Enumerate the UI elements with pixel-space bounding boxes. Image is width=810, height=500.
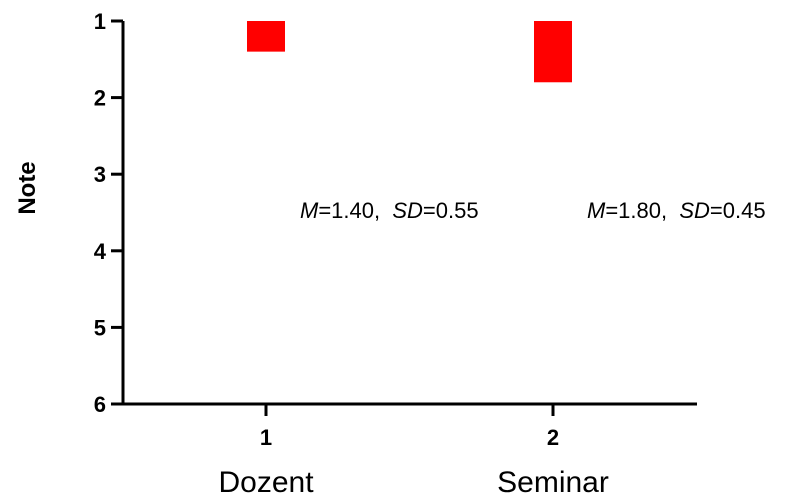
y-axis-label: Note [14,161,41,214]
bar-dozent [247,21,285,52]
category-label: Seminar [497,466,609,499]
y-tick-label: 5 [94,315,106,340]
y-axis-label-group: Note [14,161,41,214]
bar-seminar [534,21,572,83]
y-tick-label: 2 [94,86,106,111]
stat-annotation: M=1.80, SD=0.45 [587,198,766,223]
x-tick-label: 2 [547,425,559,450]
category-label: Dozent [218,466,314,499]
y-tick-label: 1 [94,9,106,34]
stat-annotation: M=1.40, SD=0.55 [300,198,479,223]
y-tick-label: 6 [94,392,106,417]
y-tick-label: 3 [94,162,106,187]
x-tick-label: 1 [260,425,272,450]
plot-area: 1 2 3 4 5 6 1 Dozent 2 Seminar M=1.40, SD=0.55 M=1.… [94,9,766,499]
y-tick-label: 4 [94,239,107,264]
